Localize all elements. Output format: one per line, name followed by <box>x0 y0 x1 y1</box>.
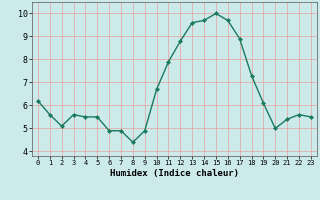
X-axis label: Humidex (Indice chaleur): Humidex (Indice chaleur) <box>110 169 239 178</box>
